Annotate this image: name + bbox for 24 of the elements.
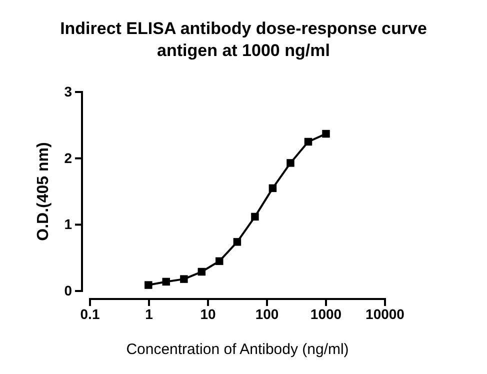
point: [268, 184, 277, 192]
x-tick-label: 0.1: [80, 306, 100, 322]
y-axis-title: O.D.(405 nm): [35, 142, 52, 241]
point: [322, 130, 330, 138]
chart-title: Indirect ELISA antibody dose-response curve antigen at 1000 ng/ml: [60, 19, 427, 60]
point: [216, 257, 224, 266]
x-tick-label: 1: [145, 306, 154, 322]
point: [180, 275, 188, 283]
point: [233, 238, 242, 246]
x-tick-label: 100: [255, 306, 279, 322]
point: [304, 138, 312, 146]
point: [286, 159, 294, 167]
point: [251, 212, 259, 221]
y-tick-label: 3: [64, 83, 72, 100]
y-tick-label: 2: [64, 150, 72, 166]
point: [144, 281, 152, 289]
x-axis-title: Concentration of Antibody (ng/ml): [126, 341, 349, 358]
x-tick-label: 10000: [366, 306, 405, 322]
y-tick-label: 0: [64, 282, 72, 298]
y-tick-label: 1: [64, 216, 72, 232]
point: [162, 278, 170, 286]
x-tick-label: 1000: [310, 306, 342, 322]
x-tick-label: 10: [200, 306, 216, 322]
point: [198, 268, 206, 276]
